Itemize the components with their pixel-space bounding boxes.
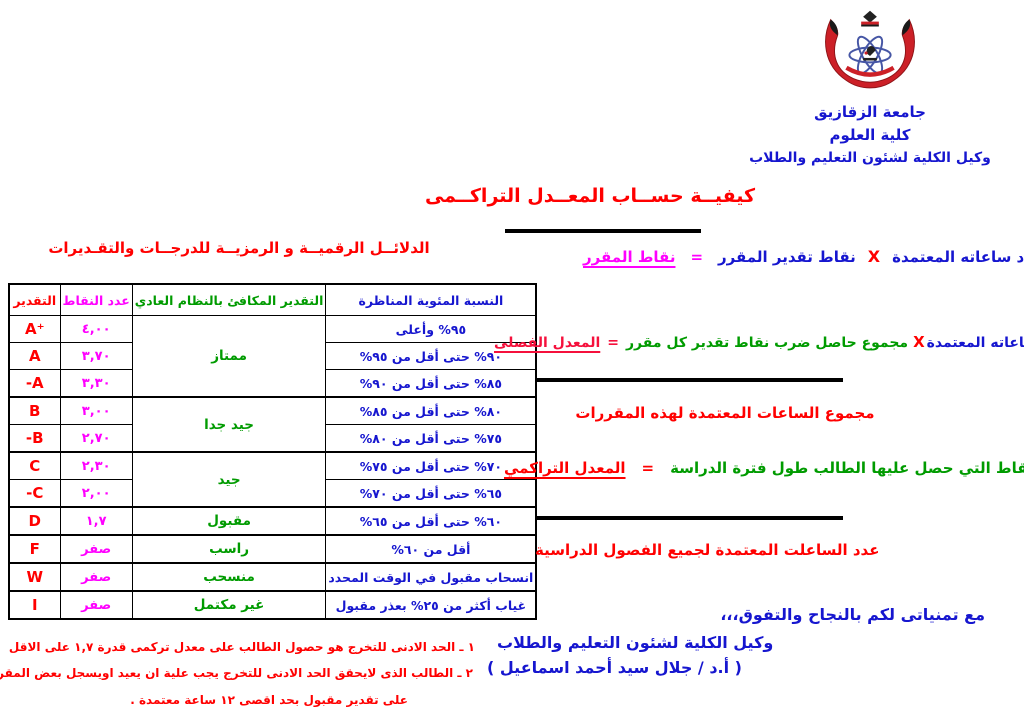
grade-cell: A [8, 342, 61, 370]
fraction-bar [537, 516, 843, 520]
header-equivalent: التقدير المكافئ بالنظام العادي [131, 283, 327, 316]
university-logo [816, 8, 924, 100]
table-row: -B ٢,٧٠ ٧٥% حتى أقل من ٨٠% [8, 424, 537, 453]
formula-denominator: مجموع الساعات المعتمدة لهذه المقررات [575, 404, 875, 422]
equivalent-cell: جيد [131, 451, 327, 508]
formula-operand: نقاط تقدير المقرر [718, 248, 856, 266]
formula-label: المعدل التراكمي [504, 459, 626, 477]
equals-sign: = [690, 248, 704, 266]
points-cell: ٤,٠٠ [59, 315, 133, 343]
grades-table-caption: الدلائــل الرقميــة و الرمزيــة للدرجــا… [48, 239, 430, 257]
logo-ribbon [845, 65, 895, 77]
percentage-cell: ٦٠% حتى أقل من ٦٥% [325, 506, 537, 536]
signature-name: ( أ.د / جلال سيد أحمد اسماعيل ) [487, 658, 742, 677]
equivalent-cell: مقبول [131, 506, 327, 536]
percentage-cell: غياب أكثر من ٢٥% بعذر مقبول [325, 590, 537, 620]
table-row: I صفر غير مكتمل غياب أكثر من ٢٥% بعذر مق… [8, 590, 537, 620]
table-header-row: التقدير عدد النقاط التقدير المكافئ بالنظ… [8, 283, 537, 316]
grade-cell: -B [8, 424, 61, 453]
grade-cell: W [8, 562, 61, 592]
page-title: كيفيــة حســاب المعــدل التراكــمى [424, 185, 756, 207]
table-row: F صفر راسب أقل من ٦٠% [8, 534, 537, 564]
points-cell: ٣,٣٠ [59, 369, 133, 398]
header-points: عدد النقاط [59, 283, 133, 316]
formula-numerator: مجموع النقاط التي حصل عليها الطالب طول ف… [670, 459, 1024, 477]
header-text-block: جامعة الزقازيق كلية العلوم وكيل الكلية ل… [740, 101, 1000, 169]
fraction-bar [535, 378, 843, 382]
grades-symbols-table: التقدير عدد النقاط التقدير المكافئ بالنظ… [8, 283, 538, 620]
multiplication-sign: X [913, 333, 925, 351]
table-row: B ٣,٠٠ جيد جدا ٨٠% حتى أقل من ٨٥% [8, 396, 537, 453]
percentage-cell: ٨٠% حتى أقل من ٨٥% [325, 396, 537, 425]
points-cell: صفر [59, 562, 133, 592]
equals-sign: = [607, 335, 619, 351]
logo-right-horn-tip [902, 19, 911, 36]
table-row: -C ٢,٠٠ ٦٥% حتى أقل من ٧٠% [8, 479, 537, 508]
formula-operand: عدد ساعاته المعتمدة [892, 248, 1024, 266]
university-name: جامعة الزقازيق [814, 103, 926, 121]
formula-label: نقاط المقرر [583, 248, 676, 266]
equivalent-cell: ممتاز [131, 315, 327, 398]
logo-eagle-crest [863, 10, 877, 23]
percentage-cell: ٧٥% حتى أقل من ٨٠% [325, 424, 537, 453]
points-cell: ٢,٠٠ [59, 479, 133, 508]
course-points-formula: نقاط المقرر = نقاط تقدير المقرر X عدد سا… [583, 247, 1024, 266]
grade-cell: C [8, 451, 61, 480]
header-percentage: النسبة المئوية المناظرة [325, 283, 537, 316]
equivalent-cell: جيد جدا [131, 396, 327, 453]
points-cell: صفر [59, 534, 133, 564]
table-row: A⁺ ٤,٠٠ ممتاز ٩٥% وأعلى [8, 315, 537, 398]
header-grade: التقدير [8, 283, 61, 316]
grade-cell: -A [8, 369, 61, 398]
logo-crest-band [861, 21, 879, 25]
faculty-name: كلية العلوم [829, 126, 911, 145]
equals-sign: = [641, 459, 655, 477]
points-cell: ٢,٣٠ [59, 451, 133, 480]
percentage-cell: انسحاب مقبول في الوقت المحدد [325, 562, 537, 592]
signature-title: وكيل الكلية لشئون التعليم والطلاب [497, 633, 774, 652]
footnote-2-continuation: على تقدير مقبول بحد اقصى ١٢ ساعة معتمدة … [130, 693, 408, 707]
equivalent-cell: غير مكتمل [131, 590, 327, 620]
points-cell: ٢,٧٠ [59, 424, 133, 453]
footnote-1: ١ ـ الحد الادنى للتخرج هو حصول الطالب عل… [8, 640, 475, 654]
percentage-cell: ٨٥% حتى أقل من ٩٠% [325, 369, 537, 398]
table-row: A ٣,٧٠ ٩٠% حتى أقل من ٩٥% [8, 342, 537, 370]
grades-table: التقدير عدد النقاط التقدير المكافئ بالنظ… [8, 283, 538, 620]
office-name: وكيل الكلية لشئون التعليم والطلاب [749, 149, 991, 166]
grade-cell: D [8, 506, 61, 536]
equivalent-cell: منسحب [131, 562, 327, 592]
points-cell: ١,٧ [59, 506, 133, 536]
university-logo-emblem [825, 10, 915, 89]
percentage-cell: ٦٥% حتى أقل من ٧٠% [325, 479, 537, 508]
table-row: W صفر منسحب انسحاب مقبول في الوقت المحدد [8, 562, 537, 592]
logo-left-horn-tip [829, 19, 838, 36]
grade-cell: B [8, 396, 61, 425]
grade-cell: F [8, 534, 61, 564]
grade-cell: -C [8, 479, 61, 508]
grade-cell: I [8, 590, 61, 620]
table-row: C ٢,٣٠ جيد ٧٠% حتى أقل من ٧٥% [8, 451, 537, 508]
title-underline [505, 229, 701, 233]
points-cell: ٣,٧٠ [59, 342, 133, 370]
formula-numerator: مجموع حاصل ضرب نقاط تقدير كل مقرر [626, 335, 909, 351]
formula-denominator: عدد الساعلت المعتمدة لجميع الفصول الدراس… [535, 541, 880, 559]
closing-wishes: مع تمنياتى لكم بالنجاح والتفوق،،، [720, 605, 985, 624]
percentage-cell: أقل من ٦٠% [325, 534, 537, 564]
cumulative-gpa-formula: المعدل التراكمي = مجموع النقاط التي حصل … [504, 459, 1024, 477]
logo-microscope [863, 46, 877, 61]
semester-gpa-formula: المعدل الفصلى = مجموع حاصل ضرب نقاط تقدي… [494, 333, 1024, 351]
percentage-cell: ٩٠% حتى أقل من ٩٥% [325, 342, 537, 370]
formula-label: المعدل الفصلى [494, 335, 601, 351]
grade-cell: A⁺ [8, 315, 61, 343]
points-cell: صفر [59, 590, 133, 620]
multiplication-sign: X [867, 247, 881, 266]
table-row: D ١,٧ مقبول ٦٠% حتى أقل من ٦٥% [8, 506, 537, 536]
table-row: -A ٣,٣٠ ٨٥% حتى أقل من ٩٠% [8, 369, 537, 398]
equivalent-cell: راسب [131, 534, 327, 564]
formula-numerator: عدد ساعاته المعتمدة [926, 335, 1024, 351]
logo-crest-band-dark [861, 24, 879, 27]
points-cell: ٣,٠٠ [59, 396, 133, 425]
footnote-2: ٢ ـ الطالب الذى لايحقق الحد الادنى للتخر… [0, 666, 473, 680]
